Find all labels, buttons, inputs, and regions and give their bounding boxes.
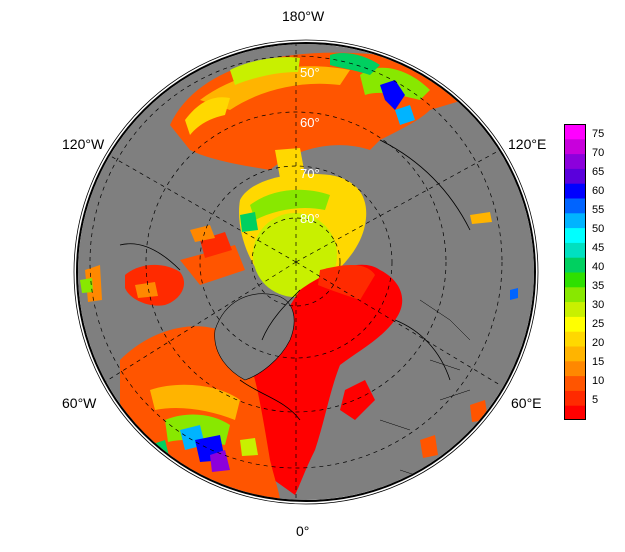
colorbar-tick-label: 5 [592,394,599,407]
colorbar-swatch [564,124,586,140]
colorbar-swatch [564,272,586,288]
greenland-land [214,293,295,381]
colorbar-swatch [564,286,586,303]
lon-label-120e: 120°E [508,136,547,152]
colorbar-swatch [564,375,586,391]
colorbar-tick-label: 60 [592,185,605,198]
colorbar-swatch [564,360,586,377]
lon-label-120w: 120°W [62,136,105,152]
lat-label-60: 60° [300,115,320,130]
lat-label-70: 70° [300,166,320,181]
colorbar-tick-label: 55 [592,204,605,217]
colorbar-swatch [564,301,586,317]
colorbar-tick-label: 15 [592,356,605,369]
colorbar-tick-label: 20 [592,337,605,350]
lon-label-60w: 60°W [62,395,97,411]
longitude-graticule [99,44,501,500]
colorbar-swatch [564,331,586,347]
colorbar-swatch [564,153,586,169]
lon-label-180w: 180°W [282,8,325,24]
lon-label-60e: 60°E [511,395,542,411]
colorbar-swatch [564,316,586,332]
colorbar-swatch [564,183,586,199]
lon-label-0: 0° [296,523,310,539]
colorbar-swatch [564,198,586,214]
country-borders [379,299,471,481]
colorbar-tick-label: 30 [592,299,605,312]
colorbar-tick-label: 65 [592,166,605,179]
colorbar-swatch [564,390,586,406]
colorbar-tick-label: 45 [592,242,605,255]
colorbar-swatch [564,212,586,229]
atlantic-red-region [239,264,403,495]
colorbar-tick-label: 40 [592,261,605,274]
colorbar-tick-label: 75 [592,128,605,141]
lat-label-80: 80° [300,211,320,226]
colorbar-tick-label: 50 [592,223,605,236]
colorbar-swatch [564,346,586,362]
colorbar-border [564,124,586,420]
colorbar-swatch [564,168,586,184]
colorbar-swatch [564,138,586,155]
colorbar-tick-label: 25 [592,318,605,331]
map-border [76,42,536,502]
colorbar-swatch [564,242,586,258]
colorbar-tick-label: 10 [592,375,605,388]
coastlines [119,139,471,421]
colorbar-swatch [564,227,586,243]
lat-label-50: 50° [300,65,320,80]
colorbar [564,124,586,420]
colorbar-tick-label: 35 [592,280,605,293]
colorbar-swatch [564,405,586,420]
colorbar-tick-label: 70 [592,147,605,160]
colorbar-ticks: 75 70 65 60 55 50 45 40 35 30 25 20 15 10 5 [592,124,624,420]
colorbar-swatch [564,257,586,273]
